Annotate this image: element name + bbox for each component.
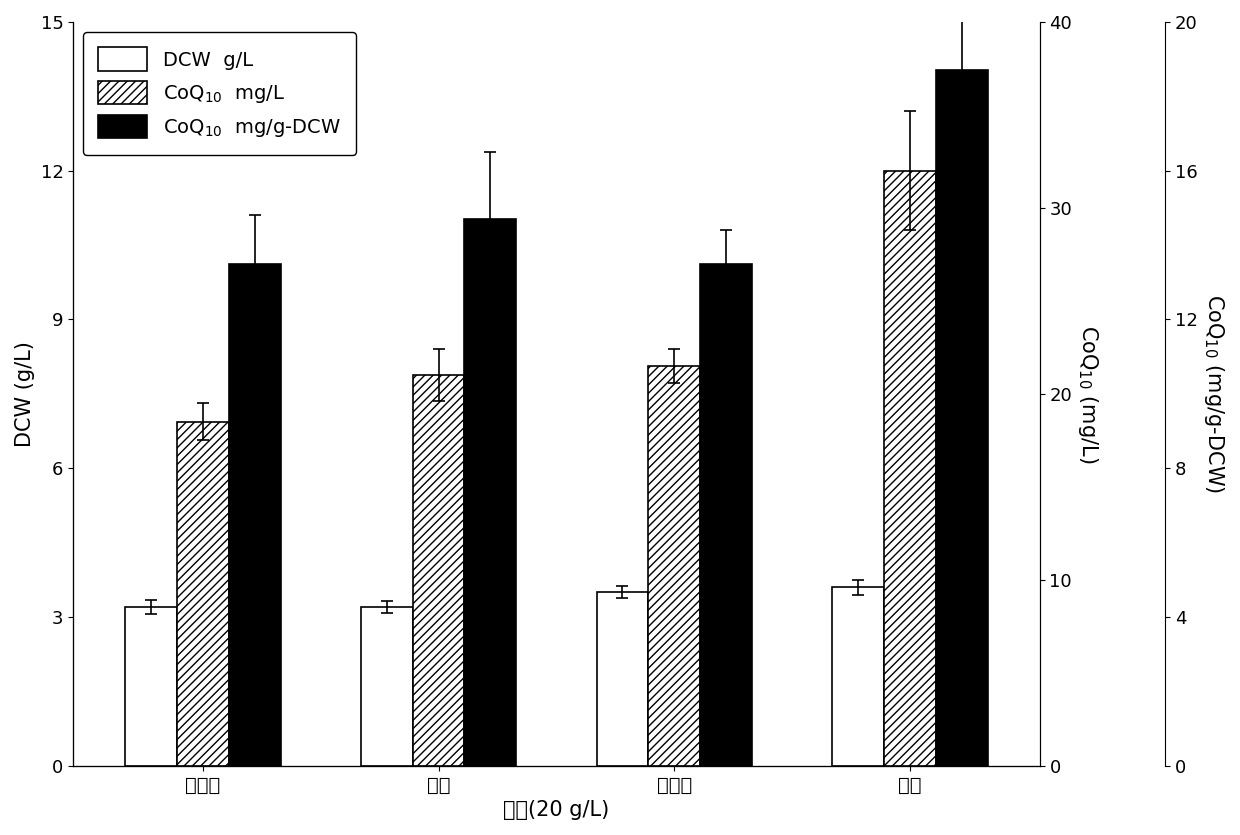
Bar bbox=[649, 366, 701, 766]
Bar bbox=[177, 422, 228, 766]
Bar bbox=[596, 592, 649, 766]
Bar bbox=[465, 219, 516, 766]
Bar bbox=[936, 70, 988, 766]
Y-axis label: DCW (g/L): DCW (g/L) bbox=[15, 341, 35, 447]
X-axis label: 碳源(20 g/L): 碳源(20 g/L) bbox=[503, 800, 610, 820]
Y-axis label: CoQ$_{10}$ (mg/L): CoQ$_{10}$ (mg/L) bbox=[1076, 325, 1100, 463]
Legend: DCW  g/L, CoQ$_{10}$  mg/L, CoQ$_{10}$  mg/g-DCW: DCW g/L, CoQ$_{10}$ mg/L, CoQ$_{10}$ mg/… bbox=[83, 32, 356, 154]
Y-axis label: CoQ$_{10}$ (mg/g-DCW): CoQ$_{10}$ (mg/g-DCW) bbox=[1202, 295, 1225, 493]
Bar bbox=[361, 607, 413, 766]
Bar bbox=[413, 375, 465, 766]
Bar bbox=[125, 607, 177, 766]
Bar bbox=[228, 264, 280, 766]
Bar bbox=[884, 170, 936, 766]
Bar bbox=[701, 264, 753, 766]
Bar bbox=[832, 587, 884, 766]
